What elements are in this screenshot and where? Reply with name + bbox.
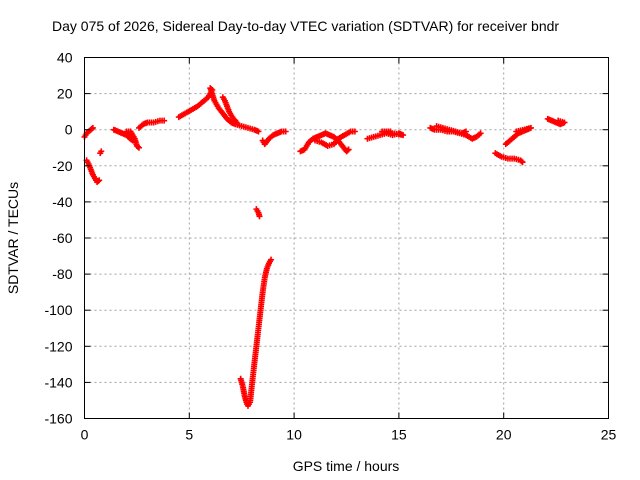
x-tick-label: 15 [391, 427, 407, 443]
series-arc-12 [312, 128, 358, 149]
y-tick-label: -140 [44, 374, 72, 390]
data-point [134, 143, 141, 150]
data-points [81, 85, 568, 409]
x-tick-label: 25 [601, 427, 617, 443]
x-tick-label: 5 [185, 427, 193, 443]
y-tick-label: -40 [52, 194, 72, 210]
y-tick-label: -160 [44, 411, 72, 427]
y-tick-label: -80 [52, 266, 72, 282]
data-point [255, 128, 262, 135]
series-arc-17 [502, 124, 534, 148]
data-point [135, 144, 142, 151]
data-point [519, 159, 526, 166]
series-arc-16 [492, 150, 526, 166]
y-tick-label: -20 [52, 158, 72, 174]
data-point [88, 125, 95, 132]
data-point [345, 146, 352, 153]
y-axis-label: SDTVAR / TECUs [5, 182, 21, 294]
chart-title: Day 075 of 2026, Sidereal Day-to-day VTE… [52, 18, 559, 34]
series-arc-2 [83, 157, 103, 186]
series-arc-8 [259, 128, 289, 148]
series-arc-3 [97, 148, 105, 157]
x-axis-label: GPS time / hours [293, 458, 400, 474]
data-point [98, 148, 105, 155]
series-arc-6 [175, 85, 262, 135]
y-tick-label: -120 [44, 338, 72, 354]
data-point [234, 121, 241, 128]
data-point [518, 158, 525, 165]
data-point [89, 124, 96, 131]
data-point [387, 128, 394, 135]
y-tick-label: 0 [65, 122, 73, 138]
data-point [555, 117, 562, 124]
series-arc-5 [135, 117, 168, 131]
grid [84, 57, 609, 419]
series-arc-15 [433, 123, 469, 137]
data-point [513, 128, 520, 135]
data-point [477, 130, 484, 137]
data-point [344, 147, 351, 154]
data-point [96, 177, 103, 184]
series-arc-4 [110, 126, 142, 151]
x-tick-label: 20 [496, 427, 512, 443]
data-point [282, 128, 289, 135]
y-tick-label: 20 [57, 86, 73, 102]
data-point [95, 178, 102, 185]
series-arc-1 [81, 124, 96, 140]
series-arc-18 [544, 115, 568, 128]
x-tick-label: 0 [81, 427, 89, 443]
y-tick-label: -100 [44, 302, 72, 318]
series-arc-7 [219, 94, 241, 128]
data-point [256, 213, 263, 220]
data-point [462, 128, 469, 135]
data-point [161, 117, 168, 124]
series-arc-10 [237, 256, 275, 409]
y-tick-label: 40 [57, 50, 73, 66]
data-point [268, 256, 275, 263]
x-tick-label: 10 [286, 427, 302, 443]
data-point [351, 128, 358, 135]
series-arc-13 [364, 128, 407, 142]
series-arc-9 [253, 206, 263, 220]
axis-ticks: 0 5 10 15 20 25 40 20 0 -20 -40 -60 -80 -100 -120 -140 -… [44, 50, 616, 443]
y-tick-label: -60 [52, 230, 72, 246]
